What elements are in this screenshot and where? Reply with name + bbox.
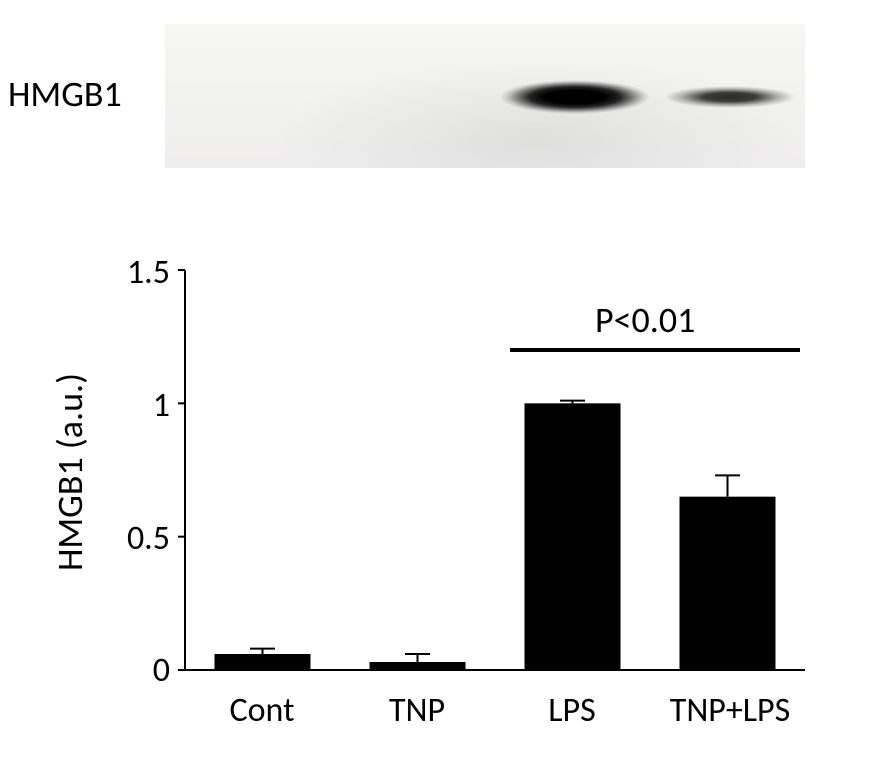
bar-tnp-lps xyxy=(680,497,776,670)
figure-panel: HMGB1 xyxy=(0,0,873,772)
cat-label-lps: LPS xyxy=(512,690,632,731)
cat-label-tnp-lps: TNP+LPS xyxy=(640,690,820,731)
bar-cont xyxy=(215,654,311,670)
cat-label-cont: Cont xyxy=(202,690,322,731)
cat-label-tnp: TNP xyxy=(357,690,477,731)
ytick-label-0: 0 xyxy=(120,650,170,691)
bar-lps xyxy=(525,403,621,670)
sig-label: P<0.01 xyxy=(595,298,695,342)
bar-tnp xyxy=(370,662,466,670)
ytick-label-1p5: 1.5 xyxy=(110,252,170,293)
y-axis-title: HMGB1 (a.u.) xyxy=(48,362,92,582)
ytick-label-1: 1 xyxy=(120,385,170,426)
ytick-label-0p5: 0.5 xyxy=(110,518,170,559)
